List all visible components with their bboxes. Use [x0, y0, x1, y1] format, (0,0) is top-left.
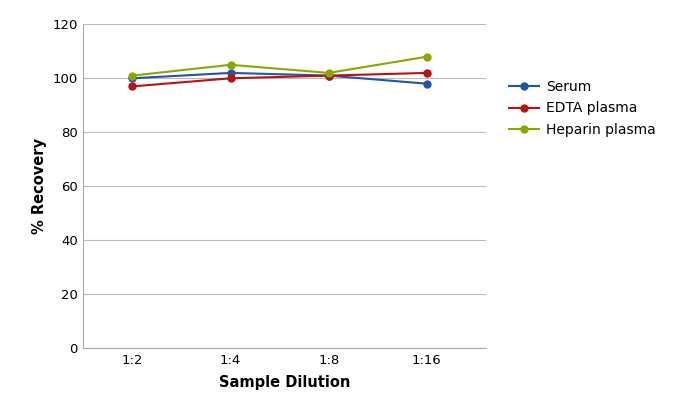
Serum	[226, 70, 235, 75]
EDTA plasma	[128, 84, 137, 89]
EDTA plasma	[226, 76, 235, 81]
Y-axis label: % Recovery: % Recovery	[32, 138, 46, 234]
Serum	[128, 76, 137, 81]
EDTA plasma	[423, 70, 431, 75]
Heparin plasma	[423, 54, 431, 59]
Line: EDTA plasma: EDTA plasma	[129, 69, 430, 90]
Heparin plasma	[128, 73, 137, 78]
X-axis label: Sample Dilution: Sample Dilution	[219, 375, 350, 390]
Line: Serum: Serum	[129, 69, 430, 87]
Heparin plasma	[325, 70, 333, 75]
EDTA plasma	[325, 73, 333, 78]
Heparin plasma	[226, 62, 235, 67]
Serum	[325, 73, 333, 78]
Serum	[423, 81, 431, 86]
Line: Heparin plasma: Heparin plasma	[129, 53, 430, 79]
Legend: Serum, EDTA plasma, Heparin plasma: Serum, EDTA plasma, Heparin plasma	[509, 80, 656, 137]
